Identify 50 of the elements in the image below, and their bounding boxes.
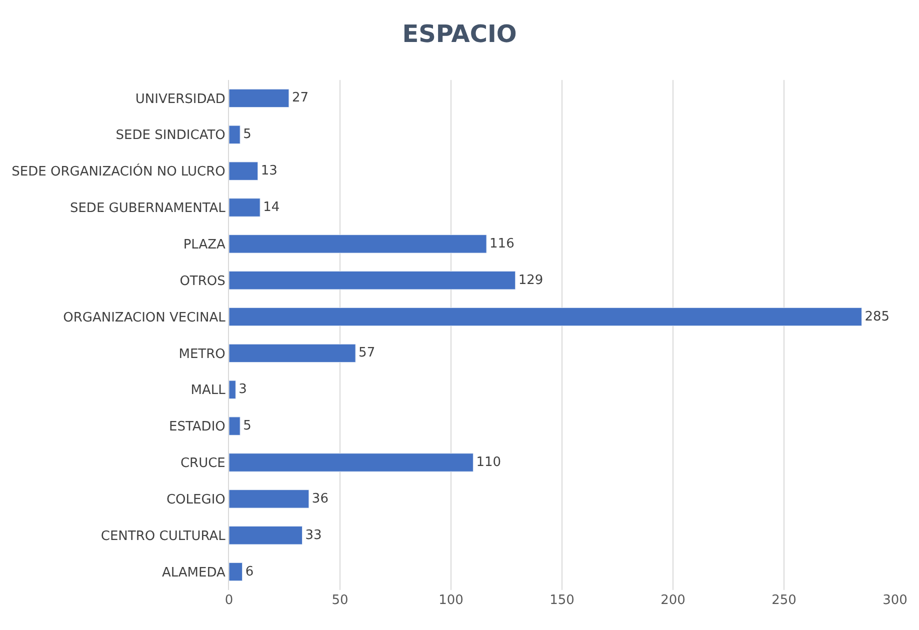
y-tick-label: PLAZA — [183, 237, 226, 252]
y-tick-label: ORGANIZACION VECINAL — [63, 310, 226, 326]
x-tick-label: 50 — [332, 593, 348, 608]
data-label: 33 — [305, 528, 322, 543]
data-label: 3 — [238, 382, 247, 398]
data-label: 57 — [358, 346, 376, 361]
y-tick-label: MALL — [190, 383, 226, 398]
bar — [229, 234, 487, 254]
bar — [229, 562, 243, 582]
bar — [229, 416, 240, 436]
chart-title: ESPACIO — [402, 20, 517, 48]
bar — [229, 88, 290, 108]
bar — [229, 490, 310, 508]
data-label: 14 — [263, 200, 280, 215]
y-tick-label: SEDE ORGANIZACIÓN NO LUCRO — [12, 162, 226, 180]
x-tick-label: 0 — [224, 593, 234, 608]
data-label: 5 — [243, 127, 252, 142]
y-tick-label: SEDE GUBERNAMENTAL — [70, 201, 226, 216]
bar — [229, 125, 240, 144]
y-tick-label: COLEGIO — [166, 492, 226, 508]
bar — [229, 453, 474, 472]
x-tick-label: 250 — [772, 593, 796, 608]
y-tick-label: ESTADIO — [169, 420, 226, 435]
data-label: 6 — [245, 564, 254, 580]
bar — [229, 162, 258, 180]
y-tick-label: CRUCE — [180, 456, 226, 472]
bar — [229, 344, 356, 363]
bar — [229, 526, 303, 545]
data-label: 129 — [518, 272, 544, 288]
data-label: 36 — [312, 491, 328, 506]
data-label: 110 — [476, 455, 502, 470]
x-tick-label: 200 — [660, 593, 686, 608]
bar — [229, 307, 862, 326]
x-tick-label: 300 — [882, 593, 908, 608]
data-label: 285 — [864, 309, 890, 324]
data-label: 5 — [243, 418, 252, 434]
y-tick-label: METRO — [178, 346, 226, 362]
y-tick-label: UNIVERSIDAD — [135, 92, 226, 107]
data-label: 13 — [260, 164, 278, 179]
y-tick-label: CENTRO CULTURAL — [100, 528, 226, 544]
data-label: 27 — [292, 90, 308, 106]
x-tick-label: 100 — [438, 593, 464, 608]
y-tick-label: SEDE SINDICATO — [116, 128, 226, 144]
data-label: 116 — [490, 236, 514, 252]
bar — [229, 198, 260, 217]
x-tick-label: 150 — [550, 593, 574, 608]
y-tick-label: OTROS — [180, 274, 226, 289]
bar — [229, 380, 236, 399]
y-tick-label: ALAMEDA — [162, 565, 226, 580]
bar — [229, 271, 516, 290]
